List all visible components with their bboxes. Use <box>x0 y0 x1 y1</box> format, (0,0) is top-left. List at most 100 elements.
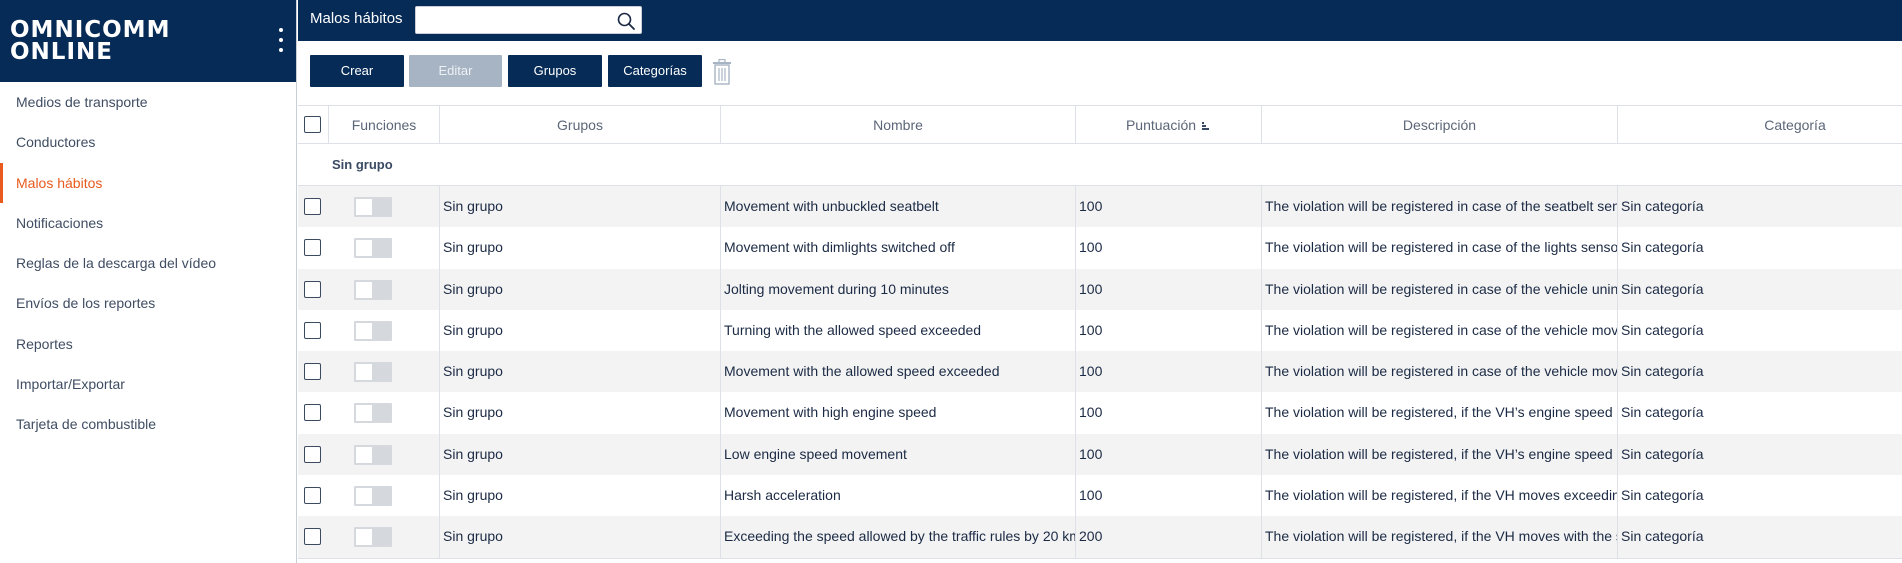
cell-descripcion: The violation will be registered in case… <box>1262 227 1618 269</box>
cell-grupo: Sin grupo <box>440 475 721 517</box>
cell-puntuacion: 100 <box>1076 351 1262 393</box>
row-checkbox[interactable] <box>304 239 321 257</box>
toggle-switch[interactable] <box>354 486 392 507</box>
row-checkbox[interactable] <box>304 363 321 381</box>
toggle-switch[interactable] <box>354 527 392 548</box>
row-checkbox[interactable] <box>304 404 321 422</box>
create-button[interactable]: Crear <box>310 55 404 87</box>
cell-grupo: Sin grupo <box>440 516 721 558</box>
cell-descripcion: The violation will be registered in case… <box>1262 351 1618 393</box>
sidebar-item[interactable]: Medios de transporte <box>16 94 148 110</box>
sidebar-nav: Medios de transporte Conductores Malos háb… <box>0 82 296 445</box>
header-puntuacion-label: Puntuación <box>1125 117 1197 133</box>
table-row[interactable]: Sin grupo Movement with high engine speed… <box>298 392 1902 434</box>
cell-funciones <box>329 433 440 476</box>
search-input[interactable] <box>416 7 606 33</box>
cell-nombre: Jolting movement during 10 minutes <box>721 268 1076 310</box>
cell-descripcion: The violation will be registered, if the… <box>1262 433 1618 476</box>
sidebar-item[interactable]: Malos hábitos <box>0 162 296 203</box>
cell-funciones <box>329 475 440 517</box>
cell-puntuacion: 200 <box>1076 516 1262 558</box>
search-icon[interactable] <box>616 11 636 31</box>
sidebar-item[interactable]: Reglas de la descarga del vídeo <box>16 255 217 272</box>
categories-button[interactable]: Categorías <box>608 55 702 87</box>
cell-grupo: Sin grupo <box>440 351 721 393</box>
toggle-switch[interactable] <box>354 444 392 465</box>
row-checkbox[interactable] <box>304 198 321 215</box>
sort-icon[interactable] <box>1202 121 1211 131</box>
header-descripcion[interactable]: Descripción <box>1262 106 1618 144</box>
groups-button[interactable]: Grupos <box>508 55 602 87</box>
toggle-switch[interactable] <box>354 403 392 424</box>
topbar: Malos hábitos <box>298 0 1902 41</box>
table-row[interactable]: Sin grupo Movement with dimlights switche… <box>298 227 1902 269</box>
trash-icon[interactable] <box>711 59 733 85</box>
row-checkbox[interactable] <box>304 321 321 339</box>
cell-descripcion: The violation will be registered, if the… <box>1262 392 1618 434</box>
cell-nombre: Low engine speed movement <box>721 433 1076 476</box>
cell-puntuacion: 100 <box>1076 309 1262 352</box>
sidebar-item[interactable]: Reportes <box>16 335 73 352</box>
toggle-switch[interactable] <box>354 197 392 217</box>
sidebar-item[interactable]: Envíos de los reportes <box>16 295 156 312</box>
toggle-switch[interactable] <box>354 279 392 300</box>
cell-funciones <box>329 268 440 310</box>
more-menu-icon[interactable] <box>278 28 284 52</box>
edit-button[interactable]: Editar <box>409 55 502 87</box>
logo-line-1: OMNICOMM <box>10 17 171 43</box>
sidebar-item[interactable]: Importar/Exportar <box>16 376 125 393</box>
cell-funciones <box>329 351 440 393</box>
table-row[interactable]: Sin grupo Movement with the allowed speed… <box>298 351 1902 393</box>
cell-funciones <box>329 186 440 228</box>
table-row[interactable]: Sin grupo Movement with unbuckled seatbel… <box>298 186 1902 228</box>
cell-puntuacion: 100 <box>1076 392 1262 434</box>
toggle-switch[interactable] <box>354 362 392 383</box>
cell-funciones <box>329 392 440 434</box>
sidebar-item[interactable]: Conductores <box>16 134 96 151</box>
table-row[interactable]: Sin grupo Harsh acceleration 100 The violat… <box>298 475 1902 517</box>
cell-nombre: Movement with unbuckled seatbelt <box>721 186 1076 228</box>
toolbar: Crear Editar Grupos Categorías <box>298 41 1902 105</box>
table-row[interactable]: Sin grupo Turning with the allowed speed … <box>298 309 1902 352</box>
cell-nombre: Harsh acceleration <box>721 475 1076 517</box>
cell-categoria: Sin categoría <box>1621 404 1704 421</box>
logo: OMNICOMM ONLINE <box>10 17 171 65</box>
cell-puntuacion: 100 <box>1076 268 1262 310</box>
table-row[interactable]: Sin grupo Exceeding the speed allowed by … <box>298 516 1902 558</box>
cell-categoria: Sin categoría <box>1621 363 1704 380</box>
cell-categoria: Sin categoría <box>1621 487 1704 504</box>
toggle-switch[interactable] <box>354 238 392 259</box>
group-header-row[interactable]: Sin grupo <box>298 144 1902 186</box>
header-categoria[interactable]: Categoría <box>1764 117 1826 133</box>
table-row[interactable]: Sin grupo Jolting movement during 10 minu… <box>298 268 1902 310</box>
row-checkbox[interactable] <box>304 280 321 298</box>
cell-grupo: Sin grupo <box>440 309 721 352</box>
sidebar-item[interactable]: Notificaciones <box>16 214 104 231</box>
header-funciones[interactable]: Funciones <box>329 106 440 144</box>
cell-grupo: Sin grupo <box>440 268 721 310</box>
row-checkbox[interactable] <box>304 487 321 505</box>
cell-grupo: Sin grupo <box>440 227 721 269</box>
sidebar-item[interactable]: Tarjeta de combustible <box>16 416 157 433</box>
header-puntuacion[interactable]: Puntuación <box>1076 106 1262 144</box>
sidebar: OMNICOMM ONLINE Medios de transporte Cond… <box>0 0 297 563</box>
cell-categoria: Sin categoría <box>1621 198 1704 214</box>
cell-categoria: Sin categoría <box>1621 239 1704 256</box>
header-nombre[interactable]: Nombre <box>721 106 1076 144</box>
row-checkbox[interactable] <box>304 445 321 463</box>
cell-grupo: Sin grupo <box>440 433 721 476</box>
row-checkbox[interactable] <box>304 528 321 546</box>
header-grupos[interactable]: Grupos <box>440 106 721 144</box>
cell-grupo: Sin grupo <box>440 186 721 228</box>
select-all-checkbox[interactable] <box>304 116 321 133</box>
cell-puntuacion: 100 <box>1076 186 1262 228</box>
cell-nombre: Movement with the allowed speed exceeded <box>721 351 1076 393</box>
cell-nombre: Exceeding the speed allowed by the traff… <box>721 516 1076 558</box>
logo-line-2: ONLINE <box>10 39 113 65</box>
table-bottom-border <box>298 557 1902 559</box>
toggle-switch[interactable] <box>354 320 392 341</box>
table-row[interactable]: Sin grupo Low engine speed movement 100 The… <box>298 433 1902 476</box>
cell-categoria: Sin categoría <box>1621 445 1704 462</box>
cell-funciones <box>329 309 440 352</box>
